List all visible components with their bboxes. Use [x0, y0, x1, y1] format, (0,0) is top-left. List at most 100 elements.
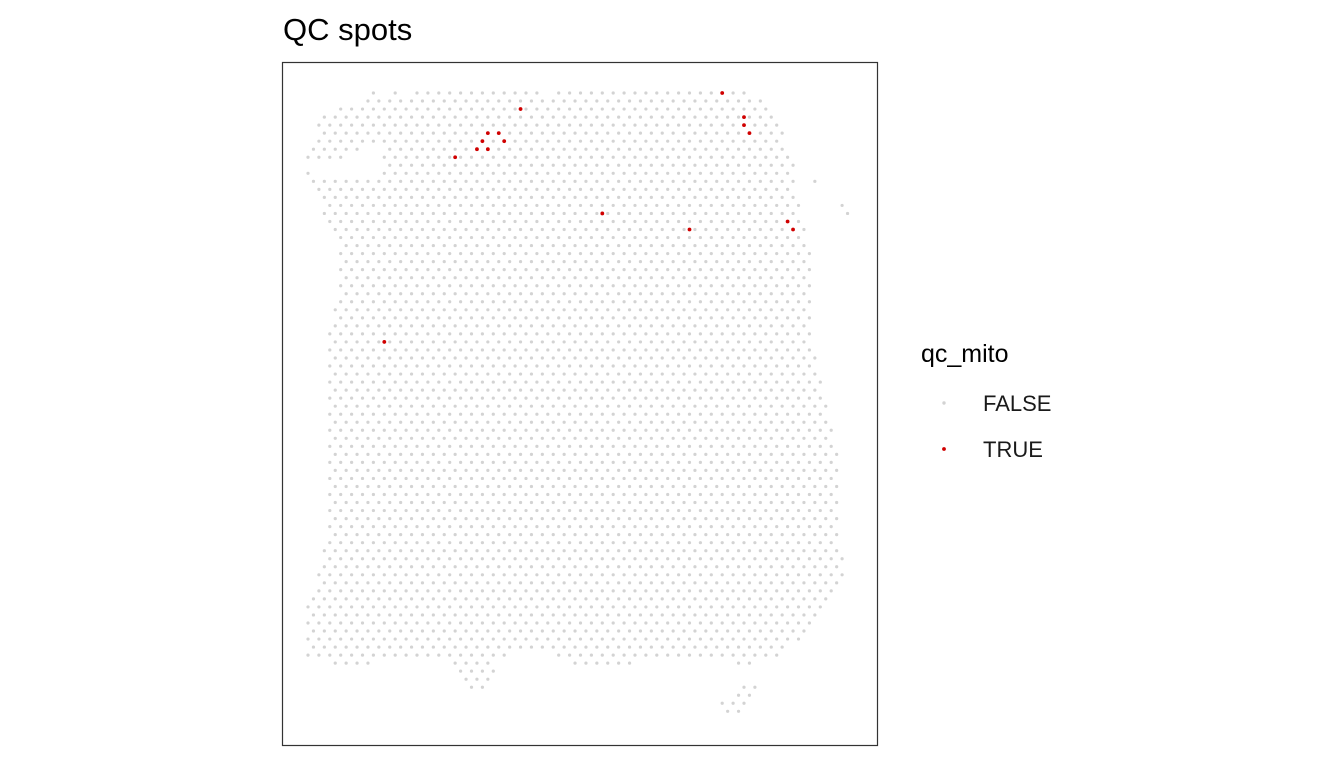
spot-false	[687, 653, 692, 657]
spot-false	[437, 187, 441, 191]
spot-false	[786, 268, 790, 272]
spot-false	[540, 581, 544, 585]
spot-false	[584, 404, 588, 408]
spot-false	[671, 613, 675, 617]
spot-false	[339, 187, 343, 191]
spot-false	[698, 541, 703, 545]
spot-false	[491, 428, 495, 432]
spot-false	[382, 396, 386, 400]
spot-false	[557, 605, 561, 609]
spot-false	[399, 356, 403, 360]
spot-false	[666, 605, 670, 609]
spot-false	[786, 203, 790, 208]
spot-false	[529, 404, 534, 408]
spot-false	[350, 235, 354, 240]
spot-false	[502, 364, 506, 368]
spot-false	[589, 428, 594, 432]
spot-false	[720, 637, 724, 641]
spot-false	[480, 653, 484, 657]
spot-false	[611, 396, 615, 400]
spot-false	[388, 484, 392, 489]
spot-false	[420, 163, 425, 167]
spot-false	[393, 348, 397, 352]
spot-false	[611, 621, 615, 625]
spot-false	[535, 637, 539, 641]
spot-false	[524, 621, 528, 625]
spot-false	[758, 597, 762, 601]
spot-false	[568, 428, 572, 432]
spot-false	[442, 484, 446, 489]
spot-false	[753, 525, 757, 529]
spot-false	[529, 356, 534, 360]
spot-false	[437, 476, 441, 481]
spot-false	[404, 573, 408, 577]
spot-true	[747, 131, 752, 136]
spot-false	[404, 412, 408, 416]
spot-false	[726, 533, 730, 537]
spot-false	[486, 356, 490, 360]
spot-false	[747, 276, 752, 280]
spot-false	[726, 581, 730, 585]
spot-false	[393, 252, 397, 256]
spot-false	[644, 107, 648, 111]
spot-false	[469, 252, 474, 256]
spot-false	[388, 195, 392, 199]
spot-false	[747, 581, 752, 585]
spot-false	[660, 404, 664, 408]
spot-false	[622, 460, 626, 464]
spot-false	[611, 123, 615, 127]
spot-false	[775, 525, 779, 529]
spot-false	[480, 155, 484, 159]
spot-false	[595, 468, 599, 473]
spot-false	[726, 356, 730, 360]
spot-false	[382, 380, 386, 384]
spot-false	[687, 476, 692, 481]
spot-false	[464, 549, 468, 553]
spot-false	[775, 492, 779, 497]
spot-false	[720, 589, 724, 593]
spot-false	[459, 476, 463, 481]
spot-false	[508, 597, 512, 601]
spot-false	[382, 364, 386, 368]
spot-false	[431, 115, 435, 119]
spot-false	[344, 565, 348, 569]
spot-false	[551, 404, 555, 408]
spot-false	[344, 516, 348, 521]
spot-false	[360, 252, 365, 256]
spot-false	[502, 444, 506, 448]
spot-false	[807, 605, 812, 609]
spot-false	[747, 308, 752, 312]
spot-false	[491, 508, 495, 513]
spot-false	[791, 211, 795, 216]
spot-false	[682, 276, 686, 280]
spot-false	[409, 99, 414, 103]
spot-false	[459, 155, 463, 159]
spot-false	[426, 155, 430, 159]
spot-false	[333, 227, 337, 232]
spot-false	[448, 396, 452, 400]
spot-false	[633, 139, 637, 143]
spot-false	[633, 396, 637, 400]
legend-label-true: TRUE	[983, 437, 1043, 462]
spot-false	[491, 235, 495, 240]
spot-false	[780, 372, 784, 376]
spot-false	[497, 115, 501, 119]
spot-false	[448, 508, 452, 513]
spot-false	[426, 525, 430, 529]
spot-false	[655, 364, 659, 368]
spot-false	[404, 332, 408, 336]
spot-false	[677, 123, 681, 127]
spot-true	[742, 123, 746, 128]
spot-false	[627, 179, 632, 183]
spot-false	[366, 484, 370, 489]
spot-false	[562, 211, 566, 216]
spot-false	[437, 460, 441, 464]
spot-false	[704, 324, 708, 328]
spot-false	[339, 557, 343, 561]
spot-false	[388, 292, 392, 296]
spot-false	[360, 637, 365, 641]
spot-false	[344, 308, 348, 312]
spot-false	[600, 364, 604, 368]
spot-false	[818, 508, 822, 513]
spot-false	[649, 356, 653, 360]
